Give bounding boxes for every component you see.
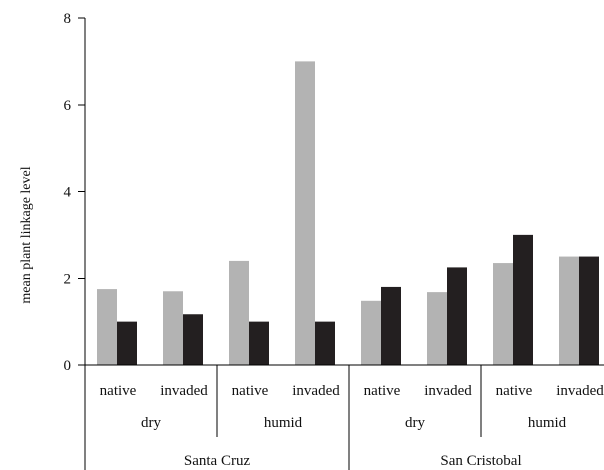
bar-series-2 <box>315 321 335 365</box>
habitat-label: humid <box>264 415 303 431</box>
bar-series-1 <box>163 291 183 365</box>
category-label: invaded <box>556 383 604 399</box>
y-axis: 0 2 4 6 8 <box>64 11 86 374</box>
y-tick-label: 6 <box>64 98 72 114</box>
bar-series-2 <box>249 321 269 365</box>
bar-series-1 <box>361 300 381 365</box>
habitat-label: humid <box>528 415 567 431</box>
category-label: native <box>496 383 533 399</box>
bar-series-2 <box>447 267 467 365</box>
bar-series-1 <box>427 292 447 365</box>
island-label: San Cristobal <box>440 453 521 469</box>
bar-series-2 <box>117 321 137 365</box>
y-tick-label: 8 <box>64 11 72 27</box>
bar-series-2 <box>513 234 533 365</box>
x-axis: native invaded native invaded native invaded n… <box>84 364 604 470</box>
y-tick-label: 4 <box>64 185 72 201</box>
category-label: native <box>100 383 137 399</box>
bars <box>97 61 599 365</box>
island-label: Santa Cruz <box>184 453 251 469</box>
category-label: invaded <box>160 383 208 399</box>
bar-series-1 <box>493 263 513 365</box>
habitat-label: dry <box>405 415 425 431</box>
bar-series-1 <box>295 61 315 365</box>
y-tick-label: 0 <box>64 358 72 374</box>
category-label: native <box>364 383 401 399</box>
category-label: native <box>232 383 269 399</box>
y-tick-label: 2 <box>64 271 72 287</box>
bar-series-1 <box>97 289 117 365</box>
bar-series-2 <box>183 314 203 365</box>
y-axis-label: mean plant linkage level <box>19 166 34 303</box>
bar-series-1 <box>229 260 249 365</box>
habitat-label: dry <box>141 415 161 431</box>
bar-series-2 <box>381 286 401 365</box>
bar-series-1 <box>559 256 579 365</box>
bar-series-2 <box>579 256 599 365</box>
category-label: invaded <box>424 383 472 399</box>
category-label: invaded <box>292 383 340 399</box>
